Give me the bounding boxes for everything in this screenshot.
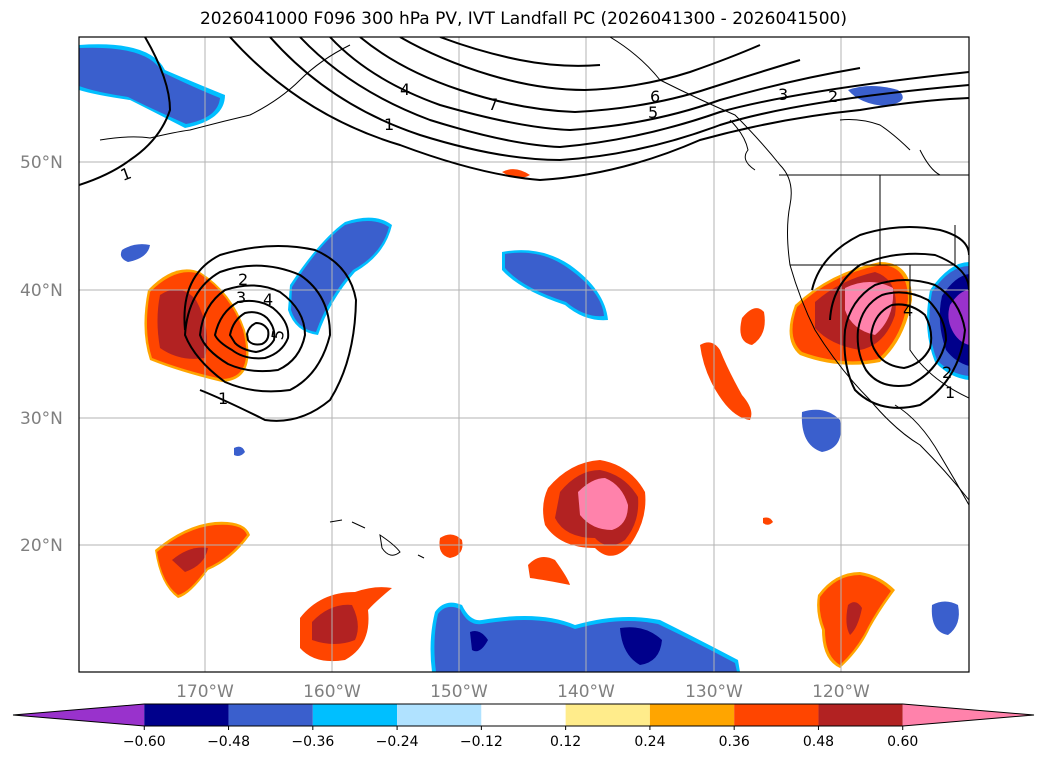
- lat-label: 30°N: [20, 409, 63, 429]
- contour-label: 4: [263, 290, 273, 309]
- lat-label: 40°N: [20, 281, 63, 301]
- colorbar-tick-label: 0.24: [634, 734, 665, 750]
- contour-label: 2: [828, 87, 838, 106]
- contour-label: 1: [218, 389, 228, 408]
- contour-label: 6: [650, 87, 660, 106]
- contour-labels: 1 4 7 6 5 3 2 1 2 3 4 5 1 4 2 1: [118, 80, 955, 408]
- graticule: [79, 37, 969, 672]
- lon-label: 160°W: [303, 682, 361, 702]
- contour-label: 1: [945, 383, 955, 402]
- colorbar-swatch: [818, 704, 903, 726]
- colorbar-swatch: [228, 704, 313, 726]
- colorbar-swatch: [565, 704, 650, 726]
- colorbar-swatch: [649, 704, 735, 726]
- colorbar-tick-label: −0.60: [123, 734, 166, 750]
- lon-label: 140°W: [557, 682, 615, 702]
- contour-label: 4: [903, 301, 913, 320]
- contour-label: 5: [648, 103, 658, 122]
- contour-label: 3: [236, 288, 246, 307]
- colorbar-swatch: [144, 704, 229, 726]
- colorbar-tick-label: −0.48: [207, 734, 250, 750]
- contour-label: 3: [778, 85, 788, 104]
- lat-label: 20°N: [20, 536, 63, 556]
- contour-label: 2: [238, 270, 248, 289]
- lon-label: 130°W: [685, 682, 743, 702]
- colorbar-tick-label: 0.36: [719, 734, 750, 750]
- colorbar-extend-max: [902, 704, 1034, 726]
- colorbar-swatch: [312, 704, 398, 726]
- lat-label: 50°N: [20, 153, 63, 173]
- coastlines: [99, 37, 969, 559]
- pc-fill-layer: [79, 44, 969, 672]
- lon-label: 170°W: [176, 682, 234, 702]
- lon-label: 120°W: [812, 682, 870, 702]
- colorbar-tick-label: 0.48: [803, 734, 834, 750]
- contour-label: 1: [384, 115, 394, 134]
- pv-contours: [79, 37, 969, 422]
- contour-label: 5: [268, 328, 288, 341]
- colorbar-tick-label: 0.12: [550, 734, 581, 750]
- colorbar-tick-label: −0.36: [291, 734, 334, 750]
- colorbar: −0.60 −0.48 −0.36 −0.24 −0.12 0.12 0.24 0.36 0.4…: [12, 703, 1035, 750]
- colorbar-extend-min: [13, 704, 145, 726]
- contour-label: 2: [942, 363, 952, 382]
- map-frame: [78, 36, 970, 673]
- map-title: 2026041000 F096 300 hPa PV, IVT Landfall…: [199, 9, 847, 29]
- colorbar-tick-label: 0.60: [887, 734, 918, 750]
- colorbar-swatch: [481, 704, 566, 726]
- colorbar-swatch: [397, 704, 482, 726]
- colorbar-tick-label: −0.24: [376, 734, 419, 750]
- contour-label: 7: [488, 95, 498, 114]
- lon-label: 150°W: [430, 682, 488, 702]
- colorbar-swatch: [734, 704, 819, 726]
- colorbar-tick-label: −0.12: [460, 734, 503, 750]
- contour-label: 4: [400, 80, 410, 99]
